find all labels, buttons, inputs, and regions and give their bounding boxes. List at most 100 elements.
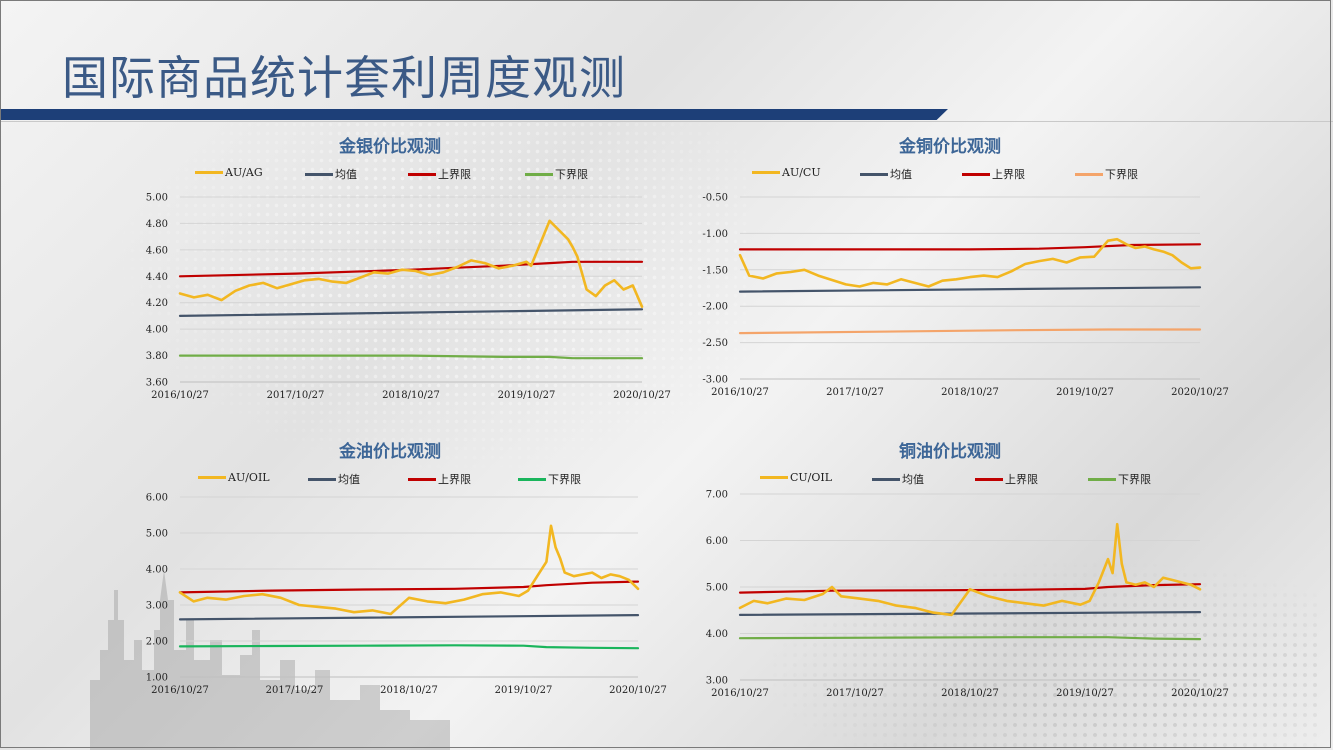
series-line: [738, 286, 1202, 293]
y-tick-label: 4.80: [146, 219, 168, 230]
legend-swatch: [195, 171, 223, 174]
y-tick-label: -1.00: [702, 229, 728, 240]
series-line: [738, 611, 1202, 616]
x-tick-label: 2018/10/27: [380, 685, 438, 696]
x-tick-label: 2016/10/27: [151, 390, 209, 401]
legend-label: 均值: [902, 473, 924, 486]
legend-label: 下界限: [1118, 473, 1151, 486]
legend-swatch: [962, 172, 990, 176]
y-tick-label: 3.80: [146, 351, 168, 362]
legend-swatch: [408, 477, 436, 481]
legend-swatch: [752, 171, 780, 174]
legend-item: 均值: [860, 166, 912, 182]
chart-gold-oil: 金油价比观测 AU/OIL 均值 上界限 下界限 6.00 5.00 4.00 3.00 2.…: [130, 437, 667, 727]
y-tick-label: 5.00: [146, 193, 168, 204]
legend-swatch: [198, 476, 226, 479]
series-line: [178, 308, 644, 317]
legend-label: 下界限: [555, 168, 588, 181]
y-tick-label: 6.00: [146, 493, 168, 504]
legend-swatch: [305, 172, 333, 176]
x-tick-label: 2018/10/27: [941, 387, 999, 398]
y-tick-label: 5.00: [146, 529, 168, 540]
chart-title: 金铜价比观测: [899, 137, 1001, 157]
x-tick-label: 2020/10/27: [1171, 387, 1229, 398]
legend-item: AU/CU: [752, 166, 821, 179]
legend-swatch: [1075, 172, 1103, 176]
legend-label: 上界限: [1005, 473, 1038, 486]
series-line: [738, 328, 1202, 335]
legend-item: 上界限: [408, 166, 471, 182]
y-tick-label: 6.00: [706, 536, 728, 547]
series-line: [178, 354, 644, 360]
chart-legend: AU/OIL 均值 上界限 下界限: [130, 471, 650, 487]
legend-label: 上界限: [438, 168, 471, 181]
chart-title: 铜油价比观测: [899, 442, 1001, 462]
legend-label: CU/OIL: [790, 471, 833, 484]
background-skyline: [90, 570, 450, 750]
series-line: [738, 237, 1202, 288]
legend-item: 下界限: [1088, 471, 1151, 487]
legend-item: 均值: [308, 471, 360, 487]
y-tick-label: 1.00: [146, 673, 168, 684]
y-tick-label: 3.60: [146, 378, 168, 389]
chart-title: 金油价比观测: [339, 442, 441, 462]
legend-label: 下界限: [548, 473, 581, 486]
x-tick-label: 2019/10/27: [1056, 387, 1114, 398]
legend-label: 均值: [890, 168, 912, 181]
y-tick-label: -2.00: [702, 302, 728, 313]
series-line: [178, 580, 640, 594]
legend-item: AU/OIL: [198, 471, 270, 484]
legend-item: 均值: [305, 166, 357, 182]
legend-item: 下界限: [525, 166, 588, 182]
x-tick-label: 2018/10/27: [382, 390, 440, 401]
series-line: [178, 260, 644, 278]
chart-title: 金银价比观测: [339, 137, 441, 157]
legend-swatch: [308, 477, 336, 481]
legend-item: 上界限: [962, 166, 1025, 182]
chart-plot: -0.50 -1.00 -1.50 -2.00 -2.50 -3.002016/10/27…: [702, 193, 1228, 399]
legend-swatch: [760, 476, 788, 479]
legend-swatch: [860, 172, 888, 176]
legend-swatch: [975, 477, 1003, 481]
chart-legend: AU/CU 均值 上界限 下界限: [690, 166, 1210, 182]
x-tick-label: 2019/10/27: [1056, 688, 1114, 699]
legend-item: CU/OIL: [760, 471, 832, 484]
chart-gold-silver: 金银价比观测 AU/AG 均值 上界限 下界限 5.00 4.80 4.60 4.40 4.2…: [130, 132, 671, 422]
x-tick-label: 2018/10/27: [941, 688, 999, 699]
x-tick-label: 2016/10/27: [151, 685, 209, 696]
y-tick-label: -0.50: [702, 193, 728, 204]
y-tick-label: 4.40: [146, 272, 168, 283]
legend-item: AU/AG: [195, 166, 263, 179]
legend-item: 下界限: [518, 471, 581, 487]
x-tick-label: 2020/10/27: [613, 390, 671, 401]
y-tick-label: -3.00: [702, 375, 728, 386]
legend-label: 均值: [338, 473, 360, 486]
series-line: [178, 219, 644, 308]
series-line: [738, 583, 1202, 594]
legend-item: 上界限: [975, 471, 1038, 487]
series-line: [178, 614, 640, 621]
legend-item: 下界限: [1075, 166, 1138, 182]
chart-legend: CU/OIL 均值 上界限 下界限: [690, 471, 1210, 487]
y-tick-label: 7.00: [706, 490, 728, 501]
title-underline-bar: [0, 109, 948, 120]
y-tick-label: 3.00: [706, 676, 728, 687]
legend-label: AU/OIL: [228, 471, 270, 484]
x-tick-label: 2017/10/27: [267, 390, 325, 401]
legend-label: 下界限: [1105, 168, 1138, 181]
legend-swatch: [525, 172, 553, 176]
x-tick-label: 2019/10/27: [495, 685, 553, 696]
y-tick-label: 4.20: [146, 298, 168, 309]
y-tick-label: 2.00: [146, 637, 168, 648]
y-tick-label: -1.50: [702, 265, 728, 276]
legend-swatch: [872, 477, 900, 481]
legend-swatch: [1088, 477, 1116, 481]
x-tick-label: 2017/10/27: [266, 685, 324, 696]
x-tick-label: 2016/10/27: [711, 387, 769, 398]
legend-item: 上界限: [408, 471, 471, 487]
x-tick-label: 2020/10/27: [1171, 688, 1229, 699]
y-tick-label: 4.60: [146, 245, 168, 256]
legend-swatch: [408, 172, 436, 176]
y-tick-label: 4.00: [146, 565, 168, 576]
